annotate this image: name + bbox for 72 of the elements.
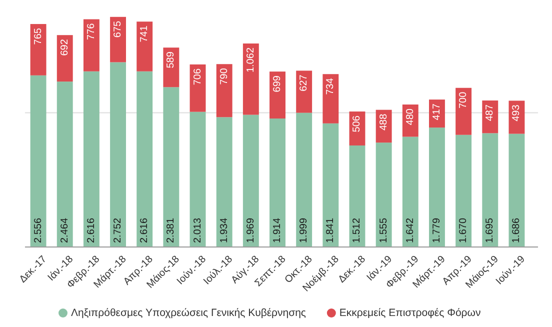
data-label: 417 [431,103,442,120]
data-label: 1.934 [218,218,230,243]
data-label: 675 [112,20,124,38]
data-label: 589 [166,51,177,68]
bar [270,72,286,118]
bar [56,82,73,247]
bar [349,145,366,247]
bar [110,62,126,247]
data-label: 2.013 [192,218,204,243]
data-label: 700 [458,91,470,109]
bar [216,64,232,118]
bar [190,112,206,247]
data-label: 1.914 [272,218,283,243]
bar [83,71,100,247]
data-label: 2.752 [112,218,124,243]
data-label: 1.841 [325,218,336,243]
bar [190,64,206,112]
data-label: 734 [325,78,336,95]
bar [136,22,153,72]
bar [402,136,418,247]
bar [322,74,339,124]
bar [270,118,286,247]
data-label: 627 [298,74,310,92]
bar [30,24,46,76]
data-label: 1.686 [511,218,522,243]
data-label: 1.512 [352,218,363,243]
data-label: 765 [32,28,44,45]
data-label: 487 [484,104,496,122]
data-label: 1.555 [378,218,390,243]
bar [56,35,73,82]
bar [508,134,525,247]
bar [163,87,180,247]
bar [136,71,153,247]
data-label: 2.556 [32,218,44,243]
data-label: 699 [272,75,283,92]
bar [242,114,259,247]
data-label: 2.381 [166,218,177,243]
legend-label: Ληξιπρόθεσμες Υποχρεώσεις Γενικής Κυβέρνησης [71,307,306,319]
bar [296,112,312,247]
bar [482,133,498,247]
data-label: 2.464 [59,218,70,243]
data-label: 2.616 [139,218,150,243]
data-label: 1.062 [245,47,256,73]
data-label: 1.695 [484,218,496,243]
data-label: 493 [511,104,522,122]
bar [30,75,46,247]
data-label: 790 [218,68,230,85]
bar [429,128,445,247]
bar [429,100,445,128]
data-label: 506 [352,115,363,132]
data-label: 1.642 [404,218,416,243]
bar [242,43,259,115]
bar [110,16,126,62]
bar [376,142,392,247]
data-label: 692 [59,38,70,56]
bar [296,70,312,113]
legend-label: Εκκρεμείς Επιστροφές Φόρων [339,307,481,319]
data-label: 1.999 [298,218,310,243]
data-label: 741 [139,25,150,42]
data-label: 776 [86,22,97,40]
data-label: 480 [404,108,416,126]
bar [456,88,472,135]
data-label: 1.670 [458,218,470,243]
bar [322,123,339,247]
data-label: 1.969 [245,218,256,243]
bar [83,19,100,72]
bar [456,134,472,247]
bar [216,117,232,247]
data-label: 2.616 [86,218,97,243]
data-label: 1.779 [431,218,442,243]
data-label: 488 [378,113,390,131]
data-label: 706 [192,68,204,86]
